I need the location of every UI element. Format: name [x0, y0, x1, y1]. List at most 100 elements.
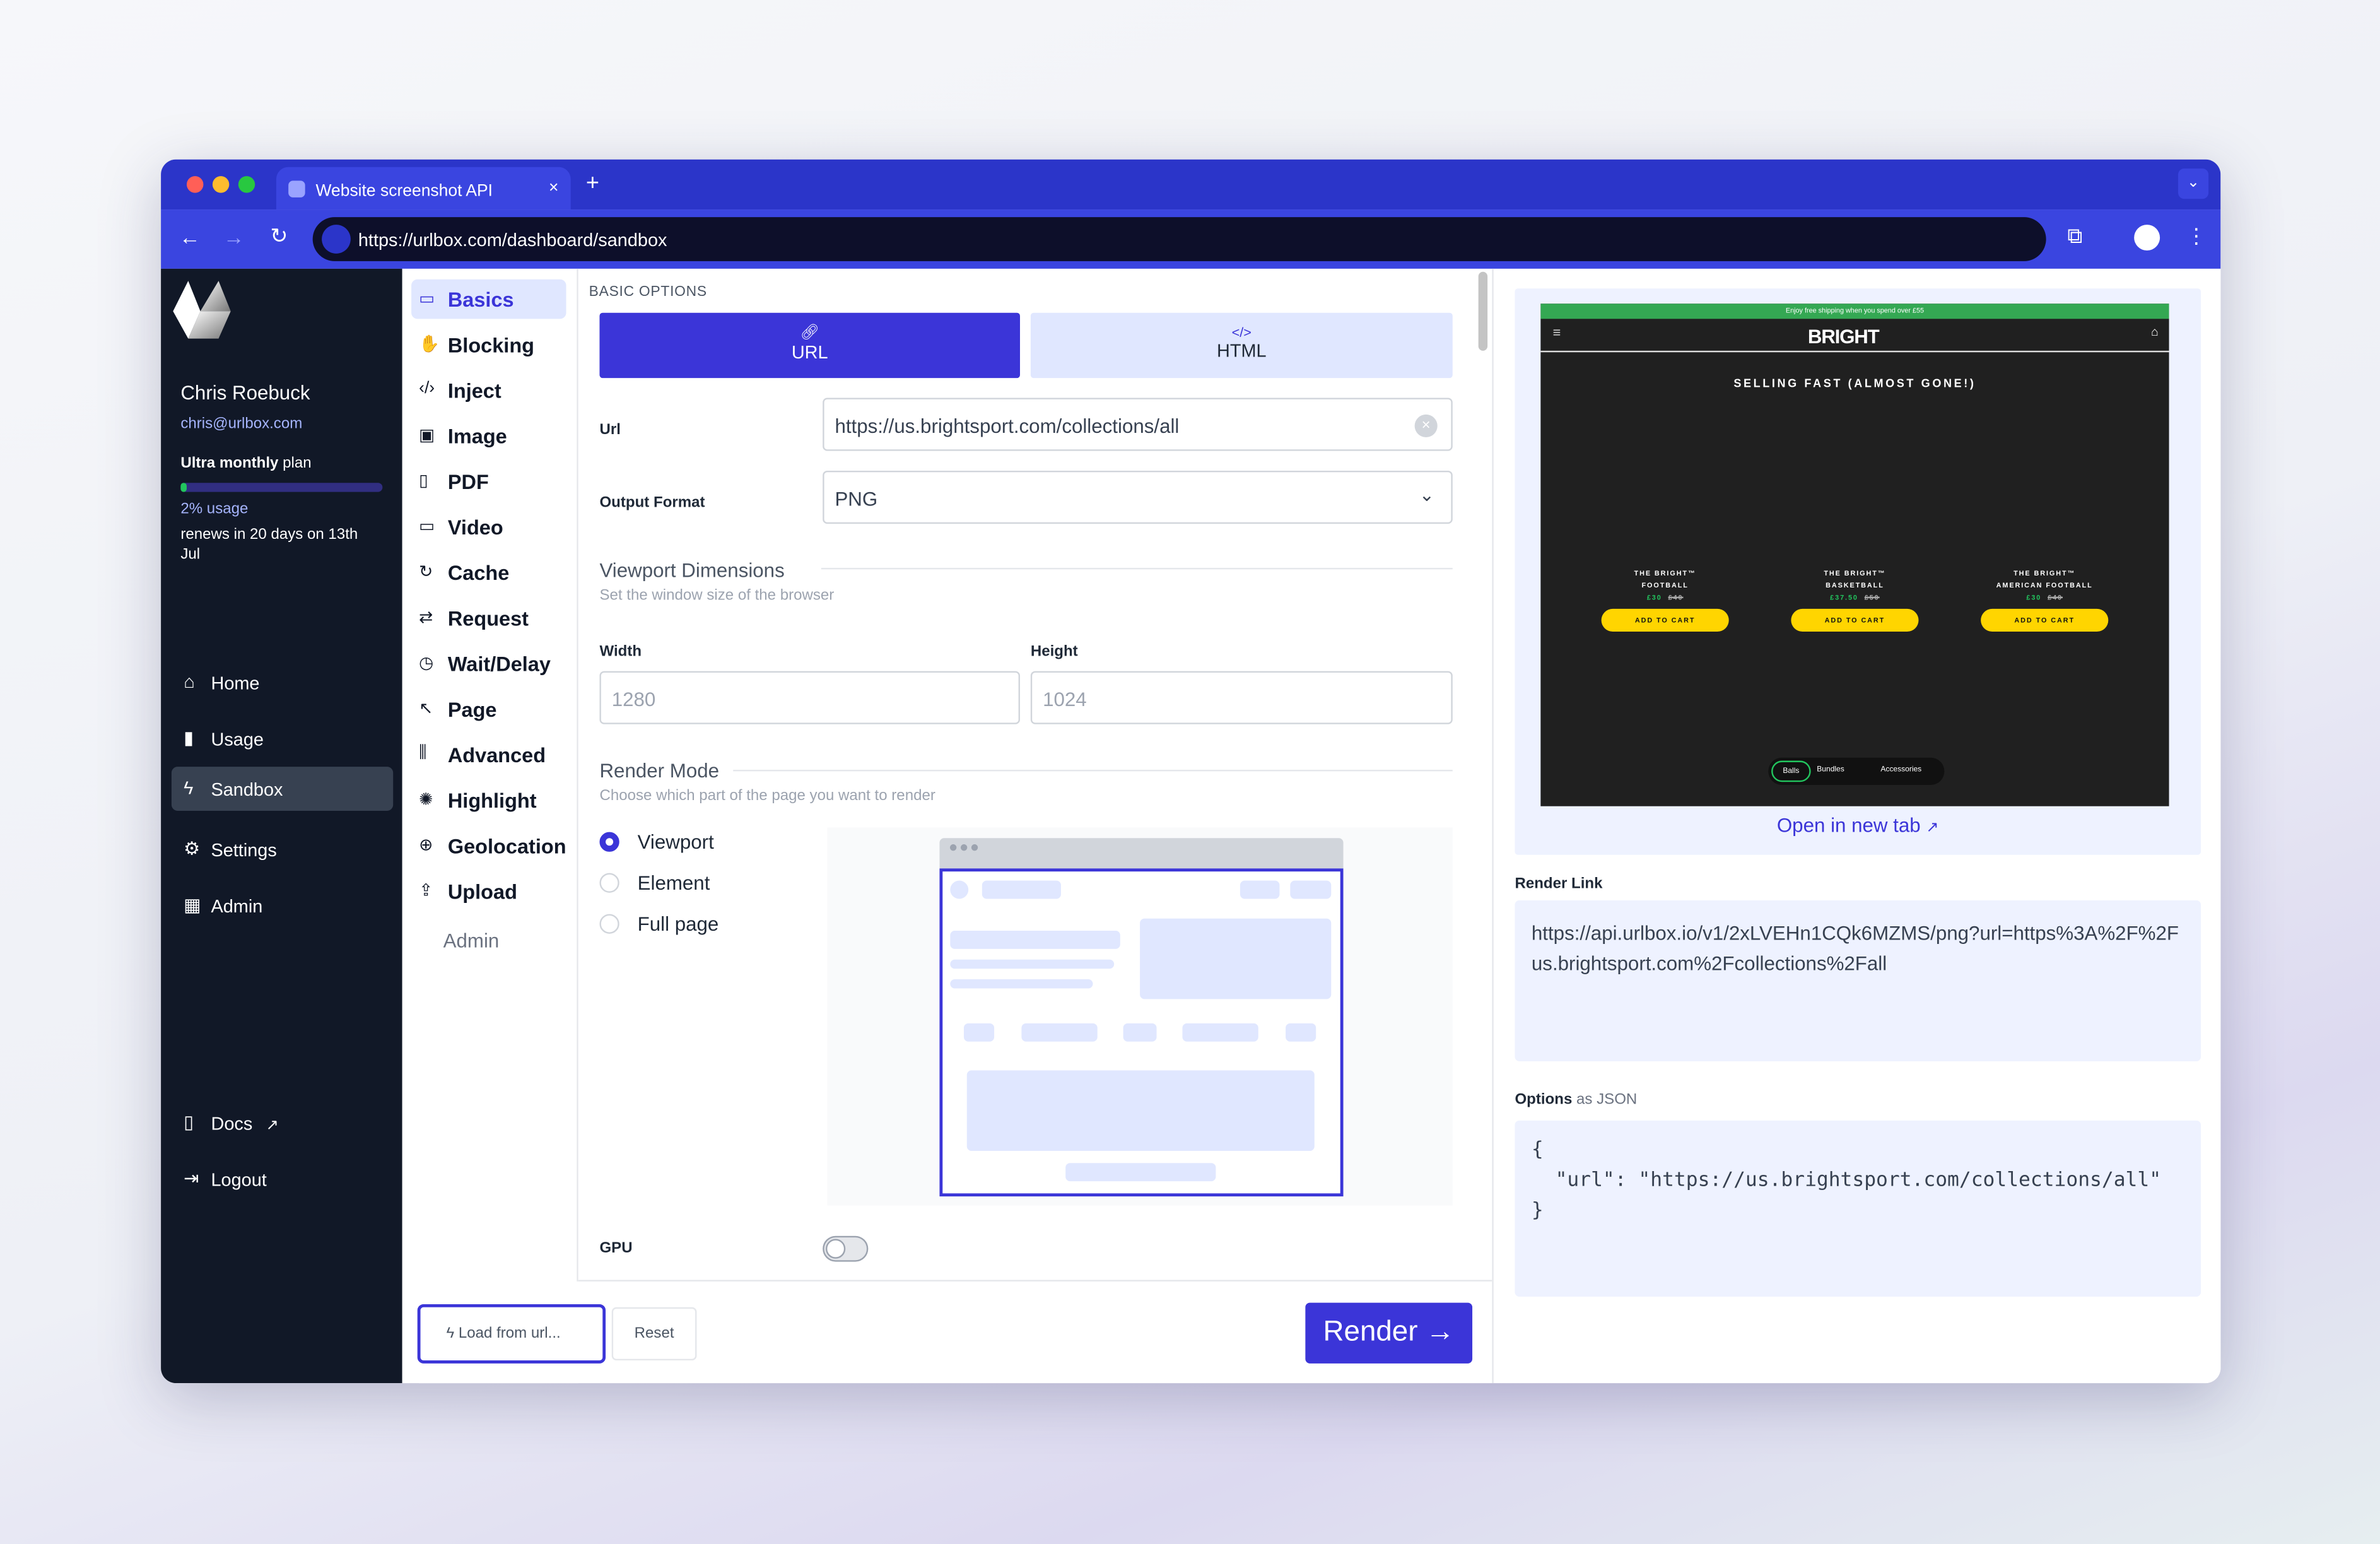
- url-label: Url: [599, 421, 621, 439]
- minimize-window-button[interactable]: [212, 176, 230, 193]
- bolt-icon: ϟ: [184, 777, 194, 799]
- radio-full-page[interactable]: Full page: [599, 912, 718, 935]
- close-window-button[interactable]: [186, 176, 204, 193]
- book-icon: ▯: [184, 1111, 194, 1133]
- sliders-icon: ⫼: [419, 744, 427, 762]
- upload-icon: ⇪: [419, 882, 433, 900]
- gpu-label: GPU: [599, 1240, 633, 1258]
- bag-icon: ⌂: [2151, 324, 2159, 339]
- menu-item-blocking[interactable]: ✋ Blocking: [419, 334, 535, 357]
- options-menu: ▭ Basics ✋ Blocking ‹/› Inject ▣ Image ▯ PDF …: [402, 268, 578, 1384]
- pill-bundles: Bundles: [1817, 765, 1844, 775]
- maximize-window-button[interactable]: [238, 176, 255, 193]
- menu-item-advanced[interactable]: ⫼ Advanced: [419, 744, 546, 767]
- sidebar-item-admin[interactable]: ▦ Admin: [184, 894, 263, 917]
- add-to-cart-button[interactable]: ADD TO CART: [1791, 608, 1919, 632]
- sidebar-item-settings[interactable]: ⚙ Settings: [184, 838, 277, 861]
- product-type: BASKETBALL: [1826, 581, 1884, 589]
- address-bar-row: ← → ↻ https://urlbox.com/dashboard/sandb…: [161, 209, 2221, 269]
- menu-item-video[interactable]: ▭ Video: [419, 516, 503, 539]
- menu-item-admin[interactable]: Admin: [443, 929, 500, 952]
- urlbox-logo: [173, 281, 231, 339]
- add-to-cart-button[interactable]: ADD TO CART: [1981, 608, 2109, 632]
- profile-avatar[interactable]: [2134, 225, 2160, 251]
- gpu-toggle[interactable]: [823, 1235, 869, 1262]
- menu-item-pdf[interactable]: ▯ PDF: [419, 470, 489, 494]
- lightbulb-icon: ✺: [419, 791, 433, 810]
- pill-accessories: Accessories: [1880, 765, 1922, 775]
- sidebar-item-sandbox[interactable]: ϟ Sandbox: [171, 767, 394, 811]
- output-format-select[interactable]: PNG ⌄: [823, 470, 1453, 524]
- back-icon[interactable]: ←: [179, 225, 201, 249]
- user-email: chris@urlbox.com: [180, 416, 303, 433]
- sidebar-item-home[interactable]: ⌂ Home: [184, 671, 260, 694]
- external-link-icon: ↗: [257, 1117, 279, 1134]
- monitor-icon: ▭: [419, 290, 435, 309]
- cursor-icon: ↖: [419, 700, 433, 719]
- form-scrollbar[interactable]: [1478, 271, 1488, 351]
- menu-item-geolocation[interactable]: ⊕ Geolocation: [419, 835, 566, 858]
- bolt-icon: ϟ: [446, 1325, 459, 1343]
- product-card: THE BRIGHT™ AMERICAN FOOTBALL £30 £40 ADD T…: [1981, 568, 2109, 632]
- sidebar-item-logout[interactable]: ⇥ Logout: [184, 1167, 267, 1191]
- close-tab-icon[interactable]: ×: [549, 179, 559, 197]
- refresh-icon: ↻: [419, 563, 433, 582]
- load-from-url-button[interactable]: ϟ Load from url...: [417, 1304, 606, 1364]
- height-input[interactable]: 1024: [1030, 671, 1453, 724]
- open-new-tab-link[interactable]: Open in new tab ↗: [1776, 813, 1939, 837]
- forward-icon[interactable]: →: [223, 225, 245, 249]
- menu-item-page[interactable]: ↖ Page: [419, 698, 497, 721]
- tab-html[interactable]: </> HTML: [1030, 312, 1453, 379]
- url-input[interactable]: https://urlbox.com/dashboard/sandbox: [312, 217, 2046, 261]
- tab-url[interactable]: 🔗︎ URL: [599, 312, 1020, 379]
- code-icon: ‹/›: [419, 379, 435, 398]
- browser-tab[interactable]: Website screenshot API | Urlbox ×: [276, 167, 571, 210]
- tab-search-chevron-icon[interactable]: ⌄: [2178, 168, 2209, 199]
- product-name: THE BRIGHT™: [2014, 569, 2076, 577]
- menu-item-request[interactable]: ⇄ Request: [419, 607, 529, 630]
- product-type: AMERICAN FOOTBALL: [1996, 581, 2093, 589]
- render-link-textarea[interactable]: https://api.urlbox.io/v1/2xLVEHn1CQk6MZM…: [1515, 900, 2201, 1061]
- render-mode-subtitle: Choose which part of the page you want t…: [599, 787, 935, 805]
- render-mode-illustration: ●●●: [827, 827, 1453, 1206]
- usage-bar-fill: [180, 483, 187, 492]
- radio-viewport[interactable]: Viewport: [599, 830, 714, 853]
- screenshot-preview: Enjoy free shipping when you spend over …: [1540, 303, 2169, 806]
- menu-item-wait-delay[interactable]: ◷ Wait/Delay: [419, 652, 551, 676]
- height-label: Height: [1030, 644, 1078, 661]
- browser-menu-icon[interactable]: ⋮: [2186, 223, 2207, 248]
- width-input[interactable]: 1280: [599, 671, 1020, 724]
- url-input-field[interactable]: https://us.brightsport.com/collections/a…: [823, 398, 1453, 451]
- new-tab-button[interactable]: +: [585, 170, 599, 196]
- menu-item-highlight[interactable]: ✺ Highlight: [419, 789, 537, 813]
- options-json-textarea[interactable]: { "url": "https://us.brightsport.com/col…: [1515, 1120, 2201, 1297]
- sidebar-item-docs[interactable]: ▯ Docs ↗: [184, 1111, 279, 1134]
- viewport-subtitle: Set the window size of the browser: [599, 587, 835, 604]
- options-json-label: Options as JSON: [1515, 1092, 1638, 1109]
- result-panel: Enjoy free shipping when you spend over …: [1492, 268, 2221, 1384]
- menu-item-upload[interactable]: ⇪ Upload: [419, 880, 517, 904]
- add-to-cart-button[interactable]: ADD TO CART: [1601, 608, 1729, 632]
- product-type: FOOTBALL: [1641, 581, 1689, 589]
- product-name: THE BRIGHT™: [1634, 569, 1696, 577]
- video-icon: ▭: [419, 517, 435, 536]
- menu-item-cache[interactable]: ↻ Cache: [419, 562, 510, 585]
- gear-icon: ⚙: [184, 838, 201, 859]
- sidebar-item-usage[interactable]: ▮ Usage: [184, 727, 264, 750]
- product-card: THE BRIGHT™ FOOTBALL £30 £40 ADD TO CART: [1601, 568, 1729, 632]
- menu-item-basics[interactable]: ▭ Basics: [411, 279, 566, 319]
- render-button[interactable]: Render →: [1305, 1302, 1473, 1364]
- menu-item-image[interactable]: ▣ Image: [419, 425, 507, 448]
- preview-banner: Enjoy free shipping when you spend over …: [1540, 303, 2169, 319]
- link-icon: 🔗︎: [800, 324, 819, 342]
- document-icon: ▯: [419, 472, 428, 491]
- radio-element[interactable]: Element: [599, 871, 710, 894]
- menu-item-inject[interactable]: ‹/› Inject: [419, 379, 501, 403]
- arrows-icon: ⇄: [419, 608, 433, 627]
- extensions-icon[interactable]: ⧉: [2067, 223, 2083, 248]
- site-info-icon[interactable]: [322, 225, 351, 254]
- reload-icon[interactable]: ↻: [270, 223, 288, 248]
- reset-button[interactable]: Reset: [611, 1307, 697, 1360]
- clear-icon[interactable]: ×: [1414, 414, 1438, 437]
- hamburger-icon: ≡: [1552, 324, 1561, 340]
